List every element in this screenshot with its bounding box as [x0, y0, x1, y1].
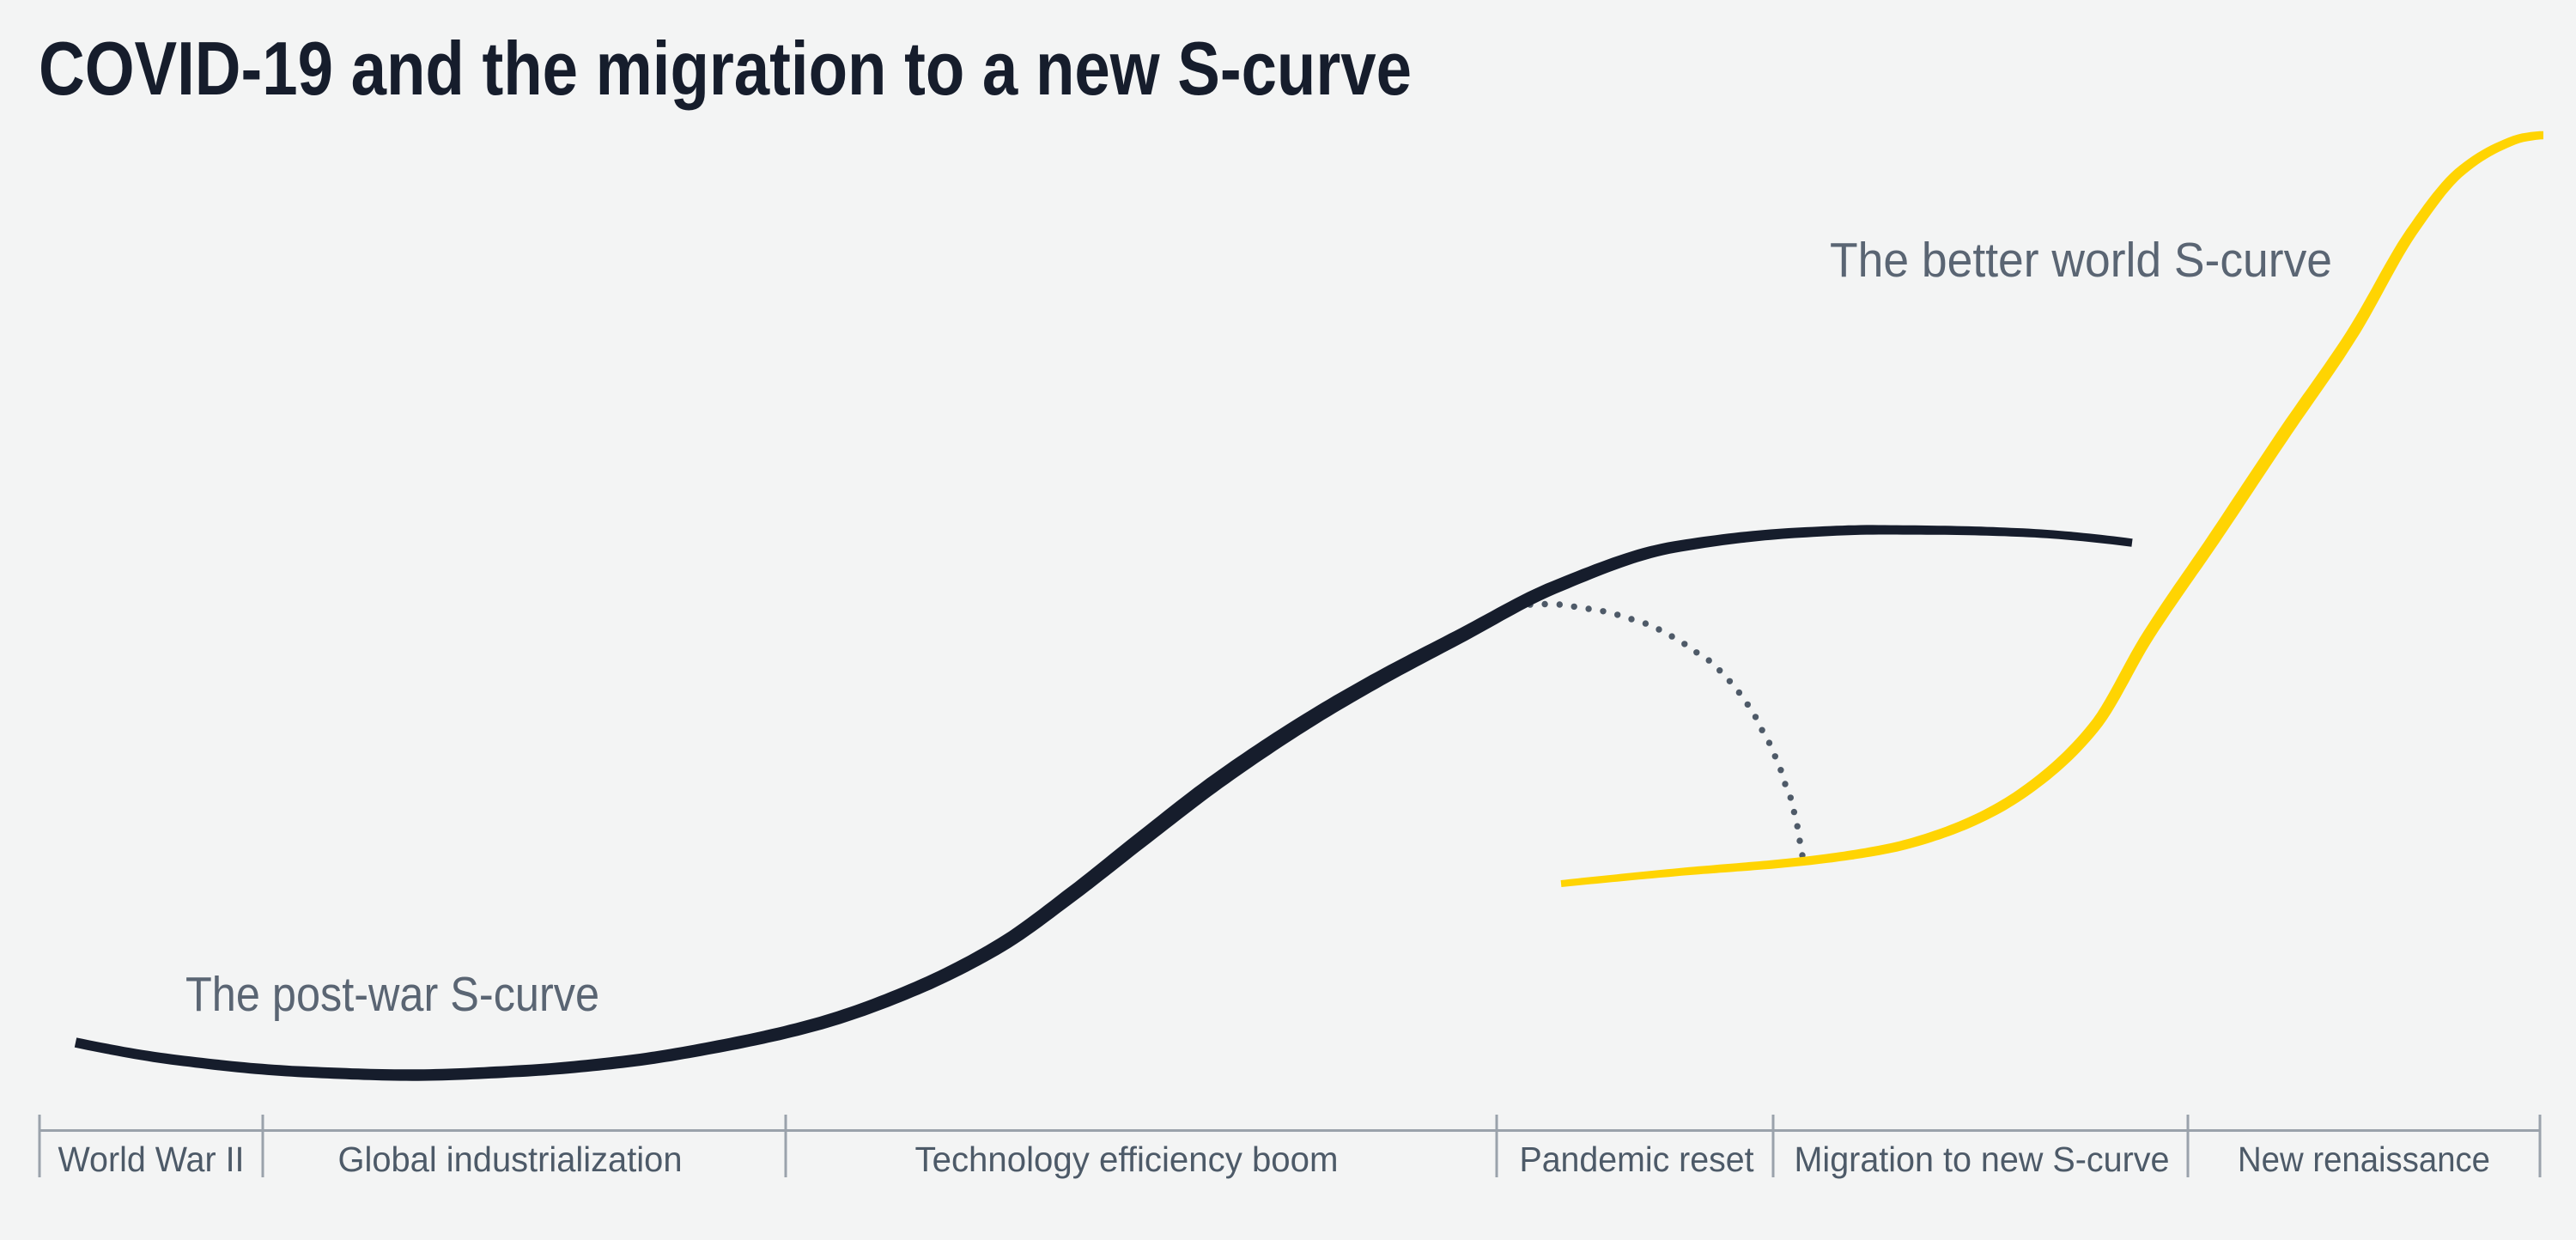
svg-text:World War II: World War II	[58, 1140, 245, 1179]
svg-text:Technology efficiency boom: Technology efficiency boom	[915, 1140, 1339, 1179]
svg-text:Global industrialization: Global industrialization	[338, 1140, 683, 1179]
svg-text:New renaissance: New renaissance	[2238, 1140, 2490, 1179]
svg-text:The post-war S-curve: The post-war S-curve	[185, 967, 599, 1022]
svg-text:The better world S-curve: The better world S-curve	[1830, 233, 2332, 288]
svg-text:COVID-19 and the migration to: COVID-19 and the migration to a new S-cu…	[39, 26, 1412, 111]
svg-text:Migration to new S-curve: Migration to new S-curve	[1795, 1140, 2170, 1179]
svg-text:Pandemic reset: Pandemic reset	[1520, 1140, 1755, 1179]
